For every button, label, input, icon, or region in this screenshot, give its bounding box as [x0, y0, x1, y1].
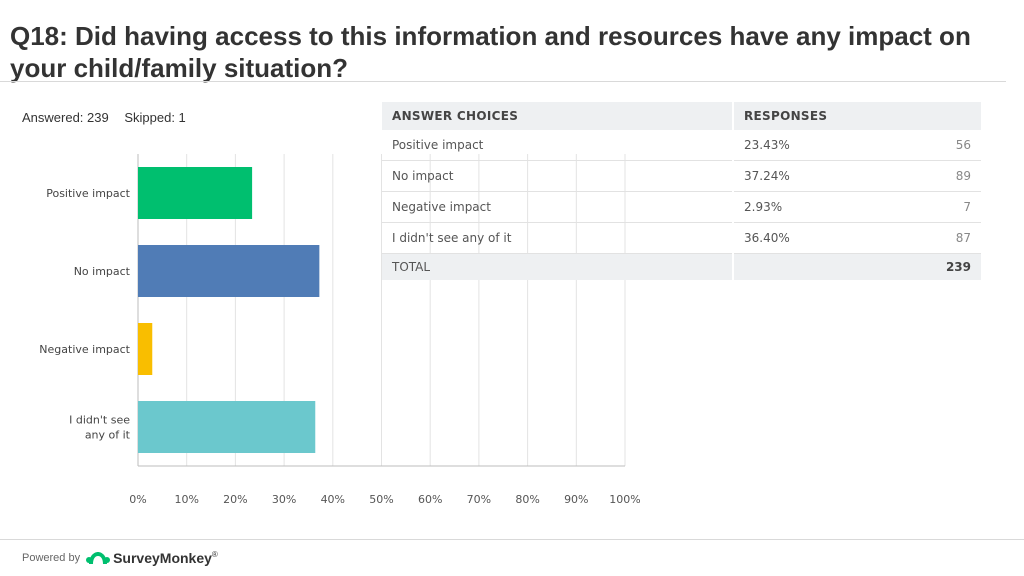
x-tick-label: 90% — [564, 493, 588, 506]
row-count: 87 — [881, 222, 981, 254]
answered-count: Answered: 239 — [22, 110, 109, 125]
bar — [138, 167, 253, 219]
row-percent: 37.24% — [733, 160, 882, 192]
footer-divider — [0, 539, 1024, 540]
table-row: Positive impact 23.43% 56 — [382, 130, 981, 161]
skipped-count: Skipped: 1 — [124, 110, 186, 125]
x-tick-label: 0% — [129, 493, 146, 506]
category-label: I didn't see — [69, 414, 130, 427]
category-label: Positive impact — [46, 187, 130, 200]
title-divider — [0, 81, 1006, 82]
row-choice: No impact — [382, 160, 734, 192]
chart-tick-labels: 0% 10% 20% 30% 40% 50% 60% 70% 80% 90% 100% — [129, 493, 640, 506]
row-percent: 2.93% — [733, 191, 882, 223]
row-count: 89 — [881, 160, 981, 192]
chart-bars — [138, 167, 320, 453]
table-header-row: ANSWER CHOICES RESPONSES — [382, 102, 981, 130]
x-tick-label: 30% — [272, 493, 296, 506]
footer: Powered by SurveyMonkey ® — [22, 550, 218, 566]
response-stats: Answered: 239 Skipped: 1 — [22, 110, 198, 125]
x-tick-label: 100% — [609, 493, 640, 506]
header-answer-choices: ANSWER CHOICES — [382, 102, 734, 130]
x-tick-label: 70% — [467, 493, 491, 506]
row-choice: Negative impact — [382, 191, 734, 223]
row-count: 7 — [881, 191, 981, 223]
bar-chart: Positive impact No impact Negative impact I… — [39, 154, 640, 506]
x-tick-label: 40% — [321, 493, 345, 506]
question-title: Q18: Did having access to this informati… — [10, 21, 971, 83]
total-spacer — [733, 253, 882, 280]
table-total-row: TOTAL 239 — [382, 253, 981, 280]
x-tick-label: 50% — [369, 493, 393, 506]
responses-table: ANSWER CHOICES RESPONSES Positive impact… — [382, 102, 981, 280]
total-label: TOTAL — [382, 253, 734, 280]
powered-by-label: Powered by — [22, 552, 81, 564]
chart-category-labels: Positive impact No impact Negative impact I… — [39, 187, 130, 442]
category-label: No impact — [74, 265, 131, 278]
surveymonkey-logo-icon — [86, 552, 111, 564]
table-row: Negative impact 2.93% 7 — [382, 191, 981, 223]
row-percent: 23.43% — [733, 130, 882, 161]
surveymonkey-logo: SurveyMonkey ® — [86, 550, 218, 566]
table-row: I didn't see any of it 36.40% 87 — [382, 222, 981, 254]
x-tick-label: 60% — [418, 493, 442, 506]
brand-name: SurveyMonkey — [113, 550, 212, 566]
row-count: 56 — [881, 130, 981, 161]
total-value: 239 — [881, 253, 981, 280]
brand-registered-mark: ® — [211, 550, 218, 559]
category-label: any of it — [85, 429, 131, 442]
bar — [138, 245, 320, 297]
row-choice: Positive impact — [382, 130, 734, 161]
x-tick-label: 80% — [515, 493, 539, 506]
table-row: No impact 37.24% 89 — [382, 160, 981, 192]
x-tick-label: 10% — [174, 493, 198, 506]
row-percent: 36.40% — [733, 222, 882, 254]
header-responses: RESPONSES — [733, 102, 981, 130]
bar — [138, 323, 153, 375]
x-tick-label: 20% — [223, 493, 247, 506]
row-choice: I didn't see any of it — [382, 222, 734, 254]
category-label: Negative impact — [39, 343, 130, 356]
bar — [138, 401, 316, 453]
